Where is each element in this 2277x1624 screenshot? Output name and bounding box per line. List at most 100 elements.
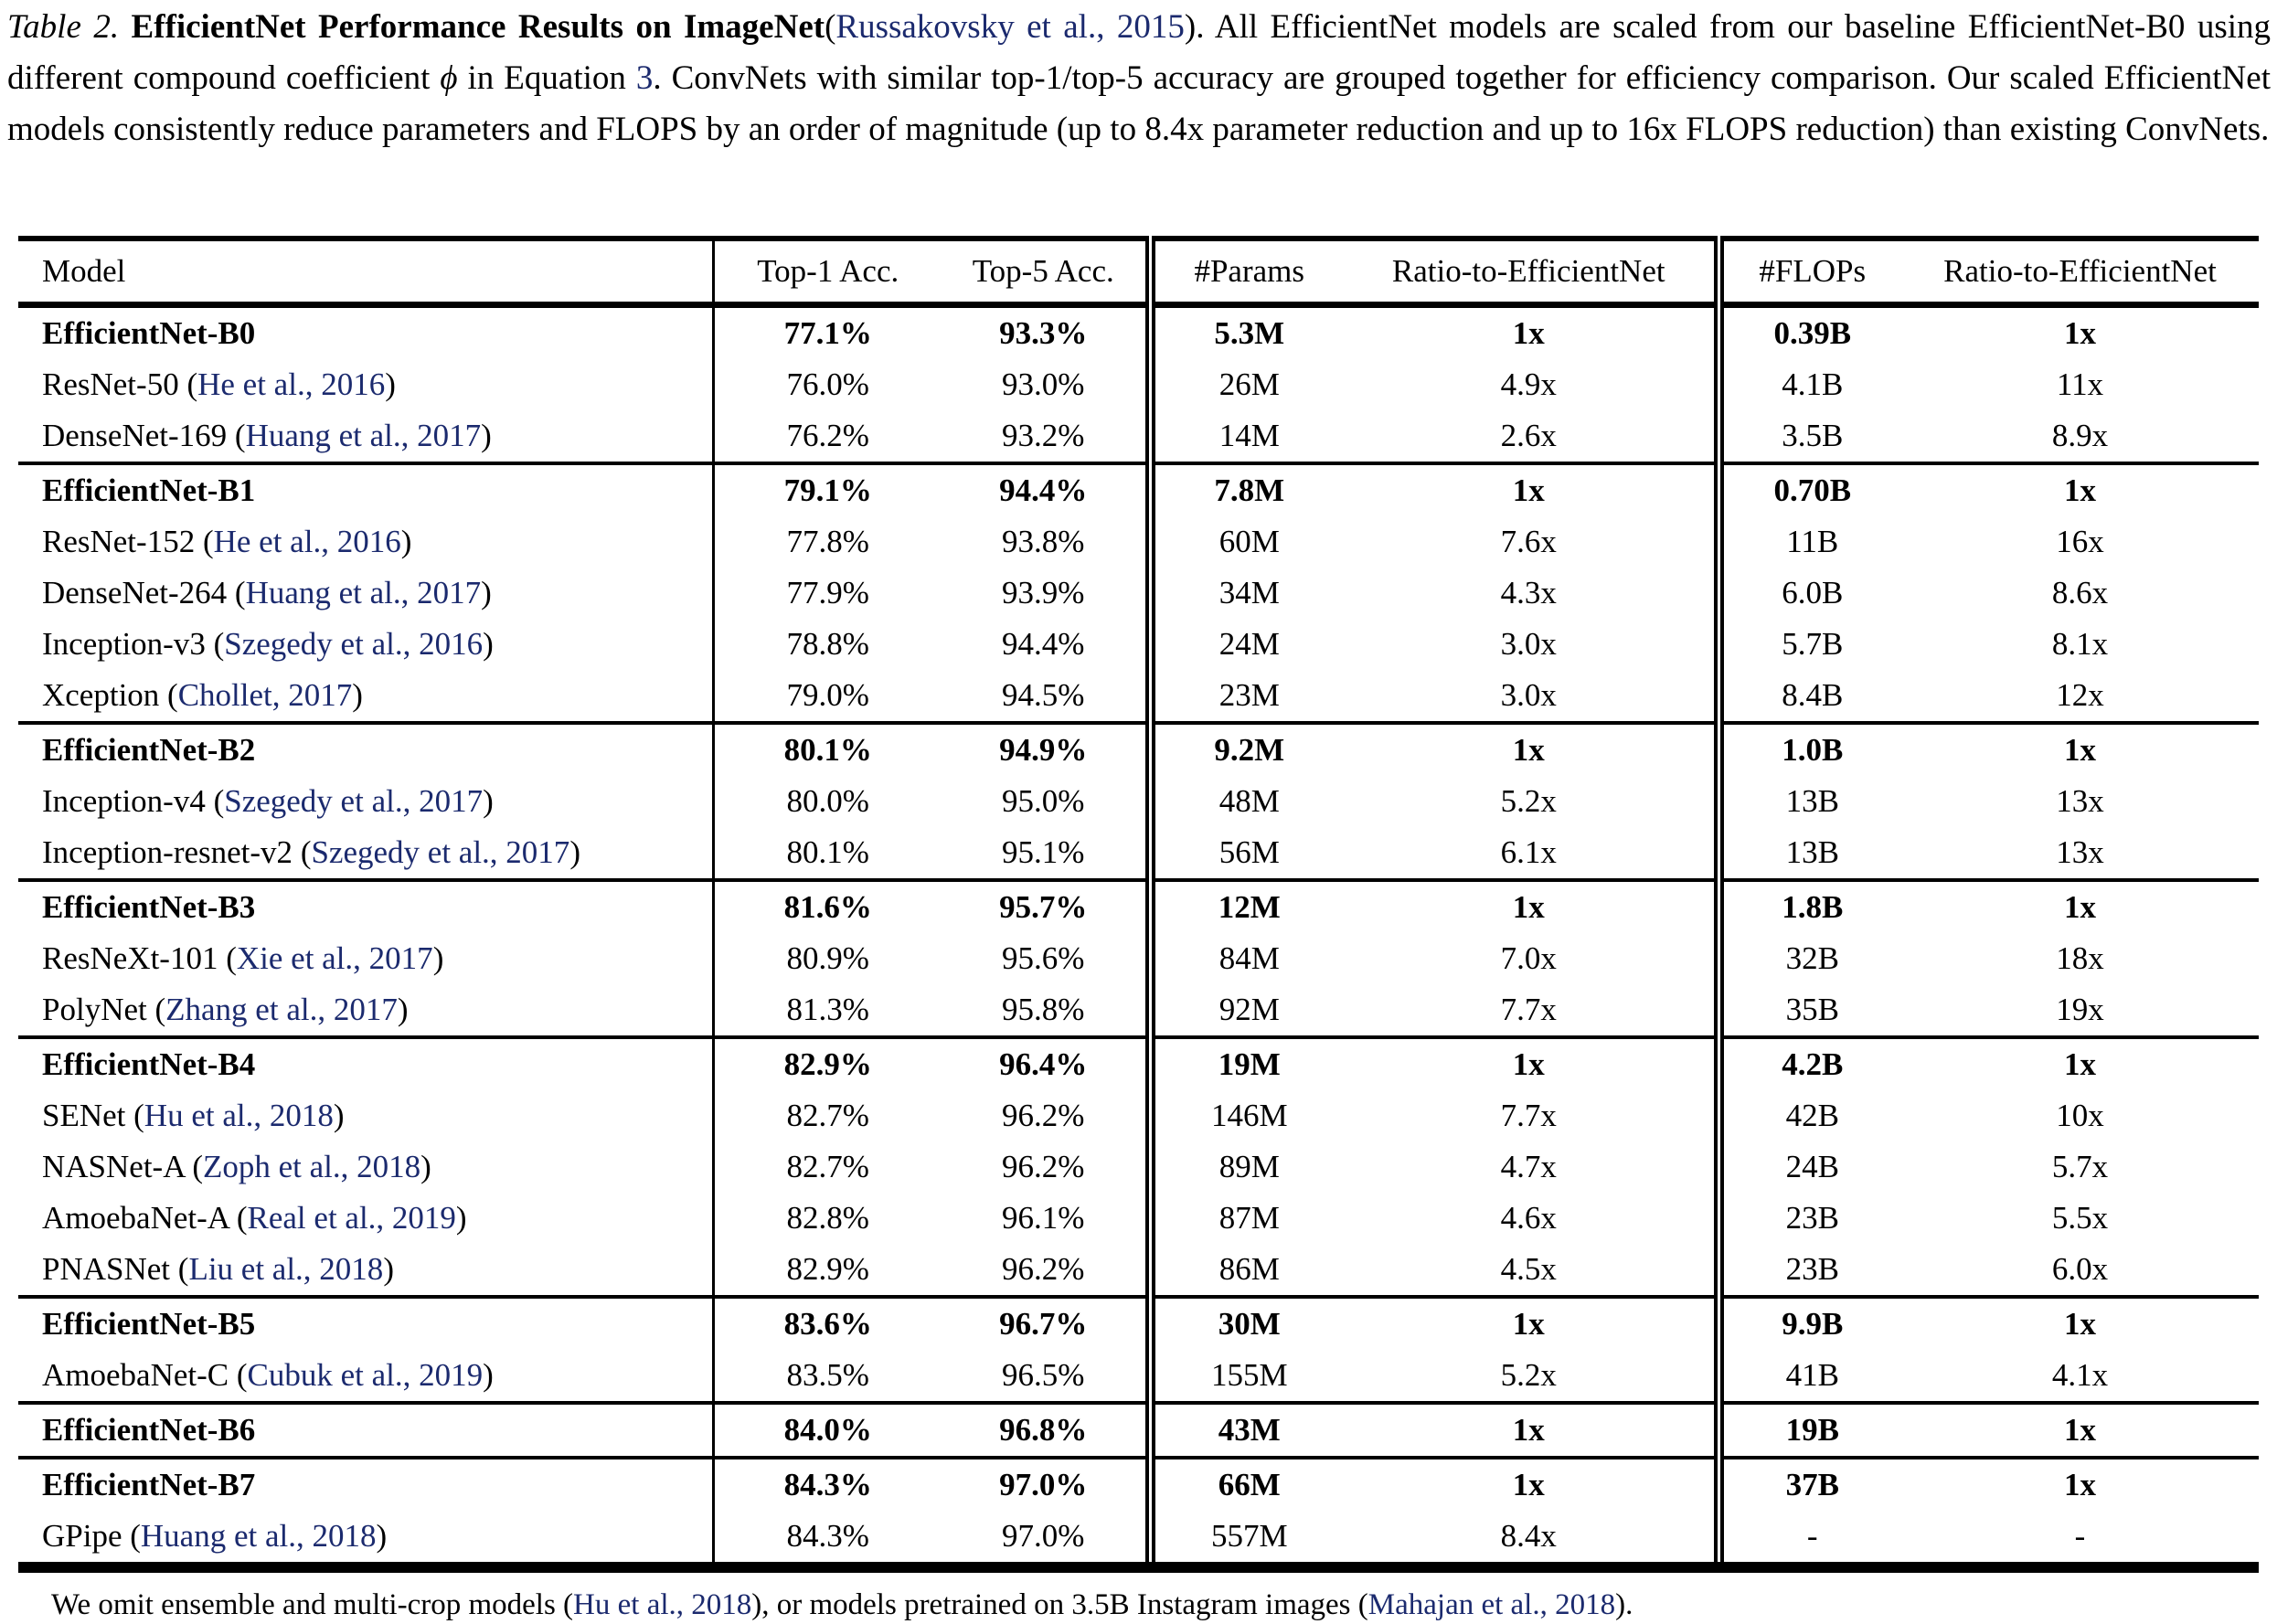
flops-cell: 13B: [1713, 827, 1901, 880]
caption-text: in Equation: [457, 59, 636, 97]
flops-cell: 0.70B: [1713, 463, 1901, 516]
caption-label: Table 2.: [7, 8, 120, 46]
model-name: AmoebaNet-C: [42, 1357, 229, 1393]
top5-cell: 93.3%: [999, 315, 1088, 351]
table-row: PNASNet (Liu et al., 2018) 82.9% 96.2% 86M 4…: [18, 1244, 2259, 1297]
results-table-wrapper: Model Top-1 Acc. Top-5 Acc. #Params Rati…: [18, 236, 2259, 1573]
params-ratio-cell: 7.0x: [1500, 940, 1557, 976]
column-header-top1: Top-1 Acc.: [711, 239, 942, 305]
citation-link[interactable]: Zhang et al., 2017: [165, 992, 398, 1027]
model-name: DenseNet-169: [42, 418, 228, 453]
top1-cell: 80.9%: [711, 933, 942, 984]
top5-cell: 95.8%: [1002, 992, 1085, 1027]
model-cell: Xception (Chollet, 2017): [42, 677, 363, 713]
flops-ratio-cell: 18x: [2056, 940, 2104, 976]
flops-ratio-cell: 5.7x: [2051, 1149, 2109, 1184]
table-row: AmoebaNet-A (Real et al., 2019) 82.8% 96.1…: [18, 1193, 2259, 1244]
table-row: EfficientNet-B4 82.9% 96.4% 19M 1x 4.2B 1x: [18, 1037, 2259, 1090]
citation-link[interactable]: Szegedy et al., 2016: [224, 626, 484, 662]
top5-cell: 96.2%: [1002, 1251, 1085, 1287]
model-cell: EfficientNet-B7: [18, 1458, 713, 1511]
equation-link[interactable]: 3: [635, 59, 654, 97]
caption-text: (: [825, 8, 836, 46]
params-ratio-cell: 8.4x: [1500, 1518, 1557, 1554]
params-ratio-cell: 1x: [1512, 889, 1545, 925]
citation-link-hu[interactable]: Hu et al., 2018: [573, 1588, 752, 1621]
flops-cell: 23B: [1713, 1193, 1901, 1244]
citation-link[interactable]: Huang et al., 2018: [140, 1518, 377, 1554]
table-row: Inception-v3 (Szegedy et al., 2016) 78.8%…: [18, 619, 2259, 670]
model-name: PNASNet: [42, 1251, 171, 1287]
citation-link[interactable]: Zoph et al., 2018: [202, 1149, 421, 1184]
citation-link-mahajan[interactable]: Mahajan et al., 2018: [1367, 1588, 1616, 1621]
model-cell: EfficientNet-B0: [18, 305, 713, 360]
model-cell: DenseNet-169 (Huang et al., 2017): [42, 418, 492, 453]
top5-cell: 95.0%: [1002, 783, 1085, 819]
model-cell: PolyNet (Zhang et al., 2017): [42, 992, 409, 1027]
citation-link[interactable]: Szegedy et al., 2017: [224, 783, 484, 819]
table-row: Inception-resnet-v2 (Szegedy et al., 201…: [18, 827, 2259, 880]
table-row: DenseNet-169 (Huang et al., 2017) 76.2% 93…: [18, 410, 2259, 463]
params-cell: 86M: [1144, 1244, 1344, 1297]
table-row: ResNeXt-101 (Xie et al., 2017) 80.9% 95.6%…: [18, 933, 2259, 984]
flops-ratio-cell: 1x: [2064, 1467, 2096, 1502]
flops-cell: 35B: [1713, 984, 1901, 1037]
caption-text: . ConvNets with similar top-1/top-5 accu…: [7, 59, 2271, 148]
model-cell: Inception-v3 (Szegedy et al., 2016): [42, 626, 494, 662]
citation-link[interactable]: Huang et al., 2017: [245, 418, 482, 453]
citation-link[interactable]: He et al., 2016: [213, 524, 401, 559]
model-cell: Inception-resnet-v2 (Szegedy et al., 201…: [42, 834, 580, 870]
flops-ratio-cell: 1x: [2064, 1306, 2096, 1342]
model-name: Inception-v4: [42, 783, 206, 819]
citation-link[interactable]: Huang et al., 2017: [245, 575, 482, 610]
citation-link[interactable]: Szegedy et al., 2017: [311, 834, 570, 870]
model-name: GPipe: [42, 1518, 122, 1554]
citation-link[interactable]: Real et al., 2019: [247, 1200, 456, 1236]
flops-ratio-cell: 16x: [2056, 524, 2104, 559]
model-name: EfficientNet-B7: [42, 1467, 256, 1502]
params-cell: 24M: [1144, 619, 1344, 670]
citation-link[interactable]: Cubuk et al., 2019: [247, 1357, 484, 1393]
citation-link[interactable]: Hu et al., 2018: [144, 1098, 334, 1133]
params-cell: 92M: [1144, 984, 1344, 1037]
flops-ratio-cell: 8.6x: [2051, 575, 2109, 610]
citation-link[interactable]: Xie et al., 2017: [236, 940, 433, 976]
top1-cell: 83.5%: [711, 1350, 942, 1403]
top1-cell: 82.7%: [711, 1141, 942, 1193]
flops-cell: 4.1B: [1713, 359, 1901, 410]
flops-cell: 37B: [1713, 1458, 1901, 1511]
flops-cell: 41B: [1713, 1350, 1901, 1403]
citation-link[interactable]: He et al., 2016: [197, 366, 386, 402]
model-name: EfficientNet-B0: [42, 315, 256, 351]
top1-cell: 76.2%: [711, 410, 942, 463]
citation-link-russakovsky[interactable]: Russakovsky et al., 2015: [835, 8, 1185, 46]
params-cell: 66M: [1144, 1458, 1344, 1511]
params-cell: 84M: [1144, 933, 1344, 984]
top5-cell: 94.4%: [1002, 626, 1085, 662]
flops-cell: 5.7B: [1713, 619, 1901, 670]
flops-ratio-cell: 12x: [2056, 677, 2104, 713]
params-ratio-cell: 4.9x: [1500, 366, 1557, 402]
flops-cell: 1.8B: [1713, 880, 1901, 933]
top1-cell: 84.3%: [711, 1458, 942, 1511]
model-name: ResNet-50: [42, 366, 179, 402]
flops-ratio-cell: 5.5x: [2051, 1200, 2109, 1236]
top1-cell: 79.0%: [711, 670, 942, 723]
table-row: EfficientNet-B6 84.0% 96.8% 43M 1x 19B 1x: [18, 1403, 2259, 1458]
flops-ratio-cell: 10x: [2056, 1098, 2104, 1133]
params-cell: 557M: [1144, 1511, 1344, 1567]
model-name: ResNeXt-101: [42, 940, 218, 976]
citation-link[interactable]: Chollet, 2017: [177, 677, 353, 713]
flops-ratio-cell: 8.9x: [2051, 418, 2109, 453]
flops-ratio-cell: 13x: [2056, 834, 2104, 870]
top5-cell: 94.5%: [1002, 677, 1085, 713]
citation-link[interactable]: Liu et al., 2018: [188, 1251, 384, 1287]
params-ratio-cell: 3.0x: [1500, 677, 1557, 713]
top5-cell: 96.2%: [1002, 1098, 1085, 1133]
params-ratio-cell: 4.7x: [1500, 1149, 1557, 1184]
model-group-4: EfficientNet-B4 82.9% 96.4% 19M 1x 4.2B 1x SENe…: [18, 1037, 2259, 1297]
top5-cell: 97.0%: [1002, 1518, 1085, 1554]
model-name: Xception: [42, 677, 160, 713]
model-name: EfficientNet-B5: [42, 1306, 256, 1342]
model-group-3: EfficientNet-B3 81.6% 95.7% 12M 1x 1.8B 1x ResN…: [18, 880, 2259, 1037]
